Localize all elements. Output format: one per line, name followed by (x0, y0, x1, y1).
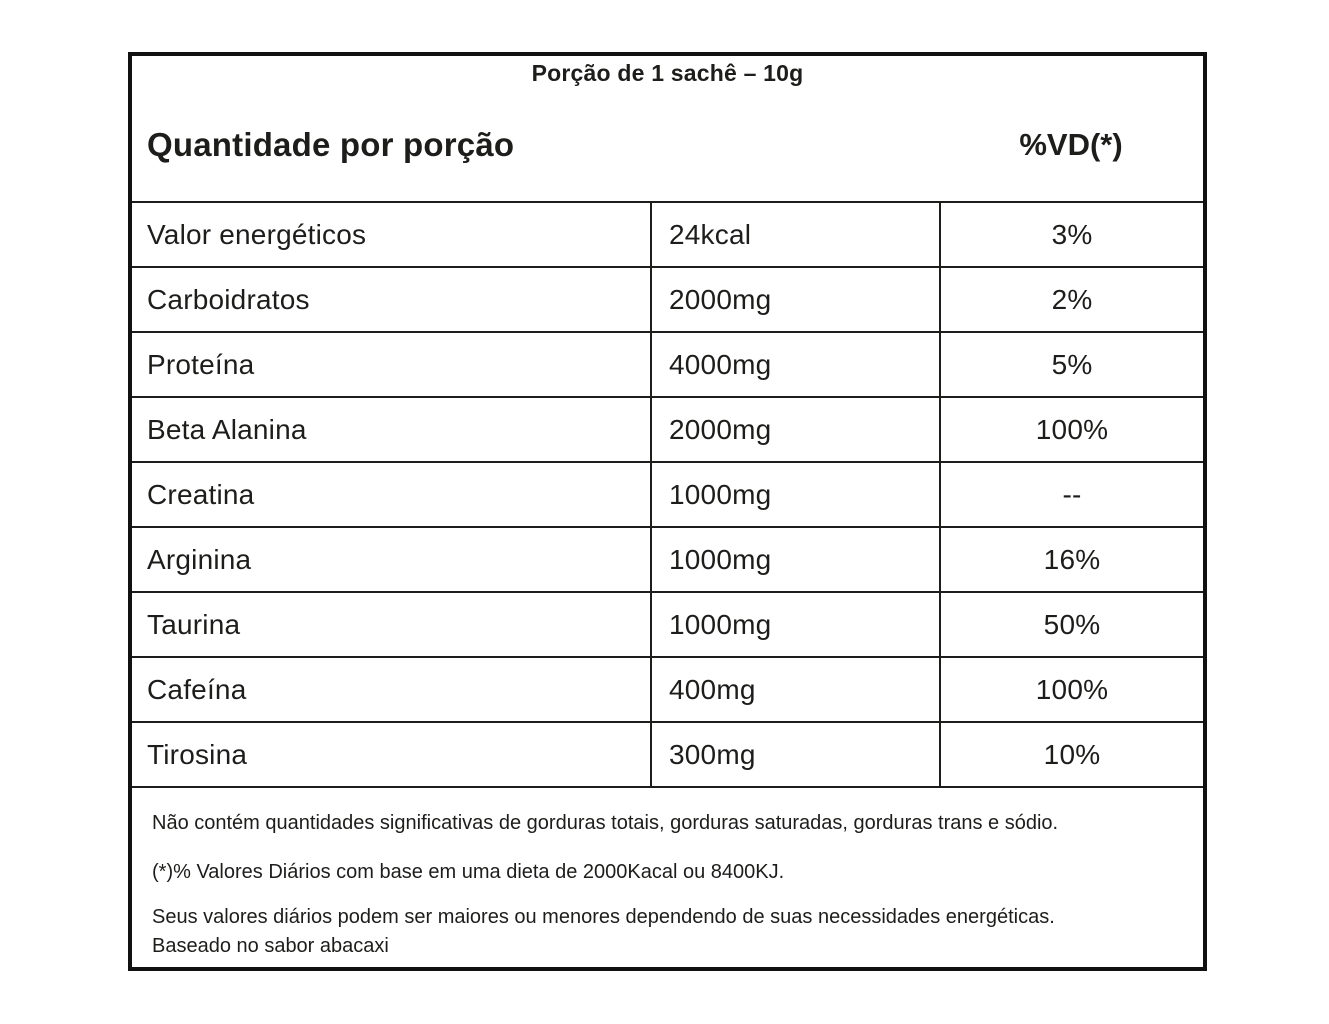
table-row: Beta Alanina 2000mg 100% (132, 396, 1203, 461)
nutrient-name: Tirosina (147, 738, 248, 770)
nutrient-dv: 3% (939, 203, 1203, 266)
nutrient-amount: 1000mg (650, 528, 939, 591)
table-row: Carboidratos 2000mg 2% (132, 266, 1203, 331)
nutrient-amount: 24kcal (650, 203, 939, 266)
nutrient-name: Creatina (147, 478, 255, 510)
nutrient-rows: Valor energéticos 24kcal 3% Carboidratos… (132, 201, 1203, 786)
table-row: Creatina 1000mg -- (132, 461, 1203, 526)
nutrient-name: Valor energéticos (147, 218, 367, 250)
nutrient-amount: 2000mg (650, 268, 939, 331)
nutrient-amount: 1000mg (650, 593, 939, 656)
table-row: Cafeína 400mg 100% (132, 656, 1203, 721)
table-row: Valor energéticos 24kcal 3% (132, 201, 1203, 266)
daily-value-header: %VD(*) (1019, 126, 1123, 162)
nutrient-name: Taurina (147, 608, 241, 640)
quantity-per-serving-header: Quantidade por porção (147, 125, 515, 163)
nutrient-dv: 5% (939, 333, 1203, 396)
table-header: Porção de 1 sachê – 10g Quantidade por p… (132, 56, 1203, 201)
table-row: Arginina 1000mg 16% (132, 526, 1203, 591)
nutrient-amount: 4000mg (650, 333, 939, 396)
nutrient-name: Arginina (147, 543, 252, 575)
nutrient-name: Beta Alanina (147, 413, 307, 445)
table-row: Tirosina 300mg 10% (132, 721, 1203, 786)
nutrient-amount: 1000mg (650, 463, 939, 526)
serving-size-title: Porção de 1 sachê – 10g (531, 60, 804, 86)
table-row: Proteína 4000mg 5% (132, 331, 1203, 396)
footnote-values-may-vary: Seus valores diários podem ser maiores o… (152, 906, 1055, 928)
footnote-no-significant-amounts: Não contém quantidades significativas de… (152, 812, 1059, 834)
nutrient-dv: 100% (939, 398, 1203, 461)
nutrient-name: Proteína (147, 348, 255, 380)
nutrition-facts-table: Porção de 1 sachê – 10g Quantidade por p… (128, 52, 1207, 971)
nutrient-dv: 2% (939, 268, 1203, 331)
nutrient-dv: 10% (939, 723, 1203, 786)
nutrient-amount: 300mg (650, 723, 939, 786)
footnotes: Não contém quantidades significativas de… (132, 786, 1203, 967)
nutrient-amount: 400mg (650, 658, 939, 721)
table-row: Taurina 1000mg 50% (132, 591, 1203, 656)
nutrient-dv: 16% (939, 528, 1203, 591)
nutrient-name: Carboidratos (147, 283, 310, 315)
footnote-daily-values-basis: (*)% Valores Diários com base em uma die… (152, 861, 785, 883)
footnote-flavor-basis: Baseado no sabor abacaxi (152, 935, 389, 957)
nutrient-dv: 50% (939, 593, 1203, 656)
header-row: Quantidade por porção %VD(*) (132, 88, 1203, 201)
nutrient-dv: 100% (939, 658, 1203, 721)
nutrient-name: Cafeína (147, 673, 247, 705)
nutrient-dv: -- (939, 463, 1203, 526)
nutrient-amount: 2000mg (650, 398, 939, 461)
